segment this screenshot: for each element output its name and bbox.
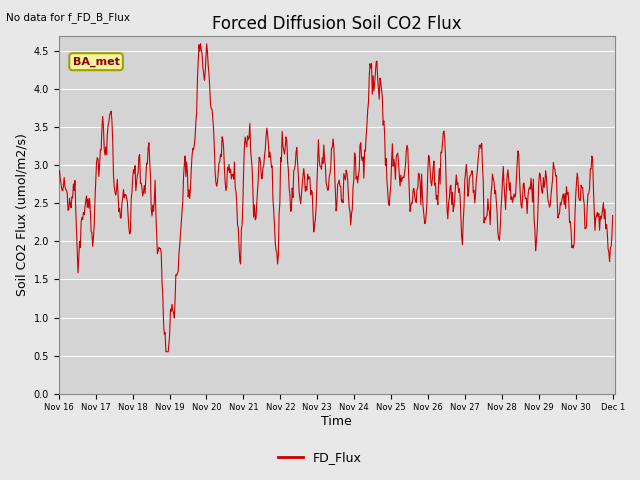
Y-axis label: Soil CO2 Flux (umol/m2/s): Soil CO2 Flux (umol/m2/s)	[15, 133, 28, 296]
X-axis label: Time: Time	[321, 415, 352, 428]
Title: Forced Diffusion Soil CO2 Flux: Forced Diffusion Soil CO2 Flux	[212, 15, 461, 33]
Legend: FD_Flux: FD_Flux	[273, 446, 367, 469]
Text: BA_met: BA_met	[73, 57, 120, 67]
Text: No data for f_FD_B_Flux: No data for f_FD_B_Flux	[6, 12, 131, 23]
